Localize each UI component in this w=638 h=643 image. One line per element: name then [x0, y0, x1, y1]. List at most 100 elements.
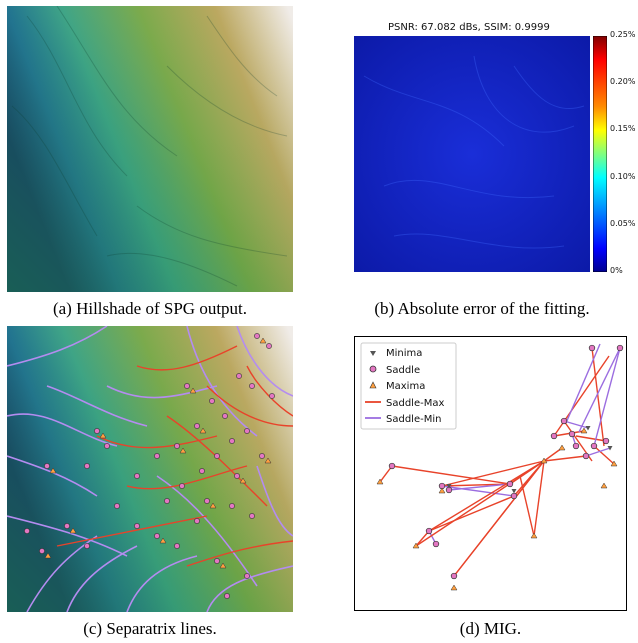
saddle-min-edge [578, 347, 621, 433]
saddle-max-edge [509, 460, 545, 485]
saddle-point [84, 463, 90, 469]
saddle-point [84, 543, 90, 549]
saddle-node [572, 442, 580, 450]
maxima-node [558, 444, 566, 451]
maxima-point [239, 477, 247, 484]
maxima-point [179, 447, 187, 454]
saddle-point [114, 503, 120, 509]
colorbar-tick-label: 0.25% [610, 30, 636, 39]
saddle-point [259, 453, 265, 459]
maxima-node [376, 478, 384, 485]
saddle-max-edge [513, 460, 545, 497]
saddle-node [432, 540, 440, 548]
saddle-point [244, 573, 250, 579]
saddle-max-edge [441, 483, 511, 487]
saddle-point [44, 463, 50, 469]
saddle-point [266, 343, 272, 349]
saddle-point [194, 423, 200, 429]
saddle-max-edge [441, 460, 545, 487]
colorbar-tick-label: 0.05% [610, 218, 636, 228]
saddle-point [269, 393, 275, 399]
saddle-node [506, 480, 514, 488]
saddle-point [184, 383, 190, 389]
saddle-min-edge [585, 447, 611, 457]
saddle-node [616, 344, 624, 352]
legend-minima-label: Minima [386, 348, 422, 359]
maxima-point [209, 502, 217, 509]
legend-saddle-marker [369, 365, 377, 373]
saddle-node [425, 527, 433, 535]
saddle-node [582, 452, 590, 460]
maxima-point [264, 457, 272, 464]
saddle-point [229, 438, 235, 444]
caption-d: (d) MIG. [459, 619, 522, 638]
saddle-max-edge [391, 465, 511, 485]
saddle-point [164, 498, 170, 504]
panel-d-mig: Minima Saddle Maxima Saddle-Max Saddle-M… [354, 336, 627, 611]
saddle-min-edge [593, 347, 621, 447]
saddle-max-edge [453, 460, 545, 577]
saddle-node [450, 572, 458, 580]
saddle-node [590, 442, 598, 450]
legend-saddle-min-label: Saddle-Min [386, 414, 441, 425]
caption-c: (c) Separatrix lines. [83, 619, 217, 638]
maxima-node [580, 427, 588, 434]
saddle-point [214, 558, 220, 564]
saddle-point [179, 483, 185, 489]
mig-legend: Minima Saddle Maxima Saddle-Max Saddle-M… [360, 342, 457, 430]
saddle-point [134, 473, 140, 479]
maxima-point [49, 467, 57, 474]
saddle-point [249, 383, 255, 389]
saddle-max-separatrices [56, 345, 294, 567]
saddle-point [154, 453, 160, 459]
legend-maxima-label: Maxima [386, 381, 425, 392]
saddle-point [204, 498, 210, 504]
colorbar-tick-label: 0.15% [610, 124, 636, 134]
legend-saddle-label: Saddle [386, 365, 420, 376]
separatrix-image [6, 325, 294, 613]
colorbar-tick-label: 0% [610, 266, 623, 275]
saddle-point [154, 533, 160, 539]
saddle-point [24, 528, 30, 534]
saddle-max-edge [379, 465, 393, 483]
legend-maxima-marker [369, 381, 377, 389]
saddle-point [229, 503, 235, 509]
saddle-point [254, 333, 260, 339]
saddle-max-edge [591, 347, 605, 447]
saddle-point [214, 453, 220, 459]
panel-b-title: PSNR: 67.082 dBs, SSIM: 0.9999 [388, 22, 550, 33]
colorbar-tick-label: 0.20% [610, 77, 636, 87]
minima-node [607, 446, 613, 451]
saddle-node [560, 417, 568, 425]
minima-node [511, 489, 517, 494]
saddle-point [244, 428, 250, 434]
maxima-point [159, 537, 167, 544]
legend-saddle-max-label: Saddle-Max [386, 398, 444, 409]
saddle-max-edge [575, 435, 607, 442]
saddle-point [234, 473, 240, 479]
maxima-point [199, 427, 207, 434]
panel-b-error [354, 36, 590, 272]
maxima-node [450, 584, 458, 591]
saddle-max-edge [428, 495, 515, 532]
mig-graph: Minima Saddle Maxima Saddle-Max Saddle-M… [354, 336, 627, 611]
maxima-node [530, 532, 538, 539]
caption-b: (b) Absolute error of the fitting. [374, 299, 590, 318]
saddle-max-edge [593, 445, 615, 465]
saddle-min-edge [448, 483, 511, 491]
saddle-point [209, 398, 215, 404]
saddle-node [388, 462, 396, 470]
saddle-point [199, 468, 205, 474]
saddle-node [588, 344, 596, 352]
legend-minima-marker [370, 351, 376, 356]
panel-c-separatrix [6, 325, 294, 613]
panel-a-hillshade [7, 5, 293, 292]
colorbar [592, 35, 608, 273]
saddle-point [174, 543, 180, 549]
saddle-point [224, 593, 230, 599]
saddle-point [222, 413, 228, 419]
saddle-point [236, 373, 242, 379]
maxima-point [44, 552, 52, 559]
saddle-node [568, 430, 576, 438]
maxima-point [69, 527, 77, 534]
